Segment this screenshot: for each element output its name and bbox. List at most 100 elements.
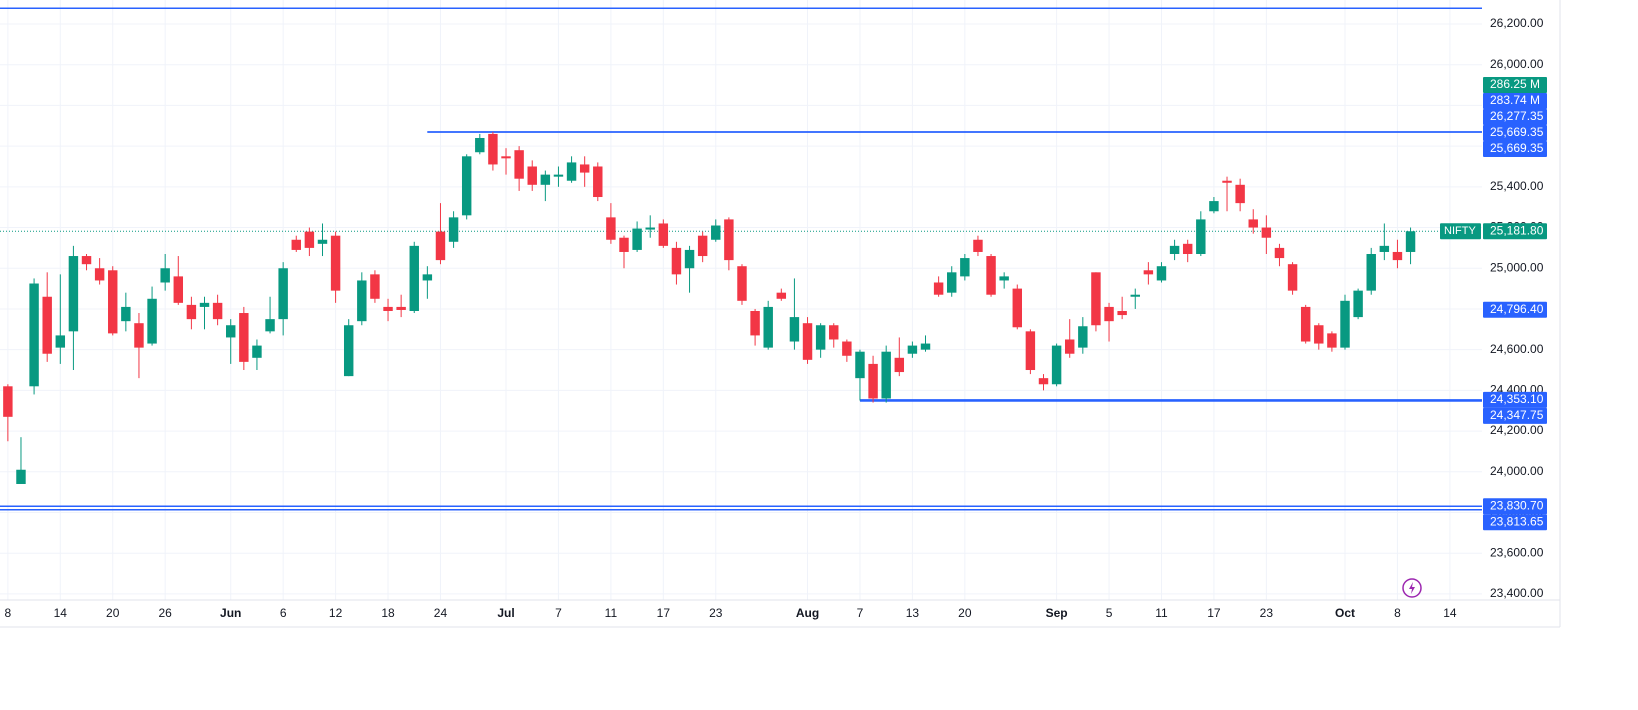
candle-body bbox=[396, 306, 406, 310]
grid bbox=[0, 0, 1482, 600]
candle-body bbox=[632, 228, 642, 250]
candle-body bbox=[81, 256, 92, 265]
lightning-icon[interactable] bbox=[1409, 582, 1415, 594]
x-tick-label: 14 bbox=[1443, 606, 1457, 620]
candle-body bbox=[357, 280, 367, 322]
x-tick-label: 7 bbox=[857, 606, 864, 620]
candle-body bbox=[763, 306, 773, 348]
level-label-bg bbox=[1483, 141, 1547, 157]
volume-badge-bg bbox=[1483, 93, 1547, 109]
candle-body bbox=[1235, 184, 1245, 204]
x-tick-label: 14 bbox=[54, 606, 68, 620]
x-tick-label: 18 bbox=[381, 606, 395, 620]
candle-body bbox=[711, 225, 721, 240]
candle-body bbox=[750, 310, 760, 336]
candle-body bbox=[1143, 270, 1154, 275]
candle-body bbox=[1091, 272, 1101, 326]
candle-body bbox=[1287, 264, 1298, 291]
candle-body bbox=[802, 323, 813, 360]
volume-badge: 283.74 M bbox=[1490, 93, 1540, 107]
candle-body bbox=[894, 357, 905, 373]
candle-body bbox=[3, 386, 13, 417]
candle-body bbox=[920, 343, 931, 350]
candle-body bbox=[579, 164, 590, 173]
candle-body bbox=[789, 317, 800, 342]
candle-body bbox=[973, 239, 983, 252]
x-tick-label: Jun bbox=[220, 606, 241, 620]
volume-badge: 286.25 M bbox=[1490, 77, 1540, 91]
candle-body bbox=[1038, 378, 1049, 385]
y-tick-label: 26,000.00 bbox=[1490, 57, 1544, 71]
candle-body bbox=[291, 239, 301, 250]
level-label-bg bbox=[1483, 391, 1547, 408]
x-tick-label: 7 bbox=[555, 606, 562, 620]
x-tick-label: 20 bbox=[958, 606, 972, 620]
candle-body bbox=[173, 276, 184, 303]
last-price-label-bg bbox=[1483, 223, 1547, 240]
candle-body bbox=[540, 174, 551, 185]
candle-body bbox=[94, 268, 105, 281]
y-tick-label: 26,200.00 bbox=[1490, 16, 1544, 30]
candle-body bbox=[1025, 331, 1036, 371]
candle-body bbox=[16, 469, 26, 484]
candle-body bbox=[409, 245, 419, 311]
candle-body bbox=[252, 345, 262, 358]
candle-body bbox=[514, 150, 524, 179]
candle-body bbox=[68, 256, 79, 332]
candle-body bbox=[645, 227, 655, 230]
candle-body bbox=[475, 137, 485, 153]
lightning-button[interactable] bbox=[1402, 578, 1422, 598]
candle-body bbox=[160, 268, 170, 283]
candle-body bbox=[1405, 231, 1416, 252]
candle-body bbox=[147, 298, 157, 344]
symbol-badge-bg bbox=[1440, 223, 1481, 240]
candle-body bbox=[1182, 243, 1193, 255]
x-tick-label: Aug bbox=[796, 606, 819, 620]
level-label-bg bbox=[1483, 125, 1547, 141]
candle-body bbox=[121, 306, 131, 322]
candle-body bbox=[304, 231, 315, 248]
candle-body bbox=[684, 249, 695, 269]
level-label: 24,347.75 bbox=[1490, 408, 1544, 422]
candle-body bbox=[1130, 294, 1140, 297]
candle-body bbox=[658, 223, 669, 246]
candle-body bbox=[29, 283, 39, 387]
candle-body bbox=[422, 274, 433, 281]
x-tick-label: 8 bbox=[5, 606, 12, 620]
level-label-bg bbox=[1483, 514, 1547, 531]
level-label: 24,353.10 bbox=[1490, 392, 1544, 406]
y-tick-label: 23,400.00 bbox=[1490, 586, 1544, 600]
candle-body bbox=[212, 302, 223, 320]
x-tick-label: 24 bbox=[434, 606, 448, 620]
candle-body bbox=[1300, 306, 1311, 342]
candle-body bbox=[435, 231, 446, 261]
x-tick-label: 6 bbox=[280, 606, 287, 620]
candle-body bbox=[42, 296, 52, 354]
y-tick-label: 24,200.00 bbox=[1490, 423, 1544, 437]
y-tick-label: 25,000.00 bbox=[1490, 260, 1544, 274]
candle-body bbox=[1353, 290, 1363, 318]
x-tick-label: 11 bbox=[1155, 606, 1168, 620]
candle-body bbox=[1248, 219, 1258, 228]
x-tick-label: 23 bbox=[709, 606, 723, 620]
candle-body bbox=[1274, 247, 1285, 259]
y-tick-label: 23,600.00 bbox=[1490, 545, 1544, 559]
candle-body bbox=[186, 304, 197, 320]
candle-body bbox=[907, 345, 918, 354]
candle-body bbox=[697, 235, 708, 257]
x-tick-label: 17 bbox=[1207, 606, 1221, 620]
candle-body bbox=[1340, 300, 1350, 348]
candle-body bbox=[1327, 333, 1337, 348]
candle-body bbox=[1366, 254, 1376, 291]
candle-body bbox=[265, 319, 275, 332]
candle-body bbox=[1222, 180, 1232, 183]
level-label: 23,813.65 bbox=[1490, 514, 1544, 528]
candle-body bbox=[527, 166, 537, 185]
candle-body bbox=[108, 270, 118, 334]
lightning-circle[interactable] bbox=[1402, 578, 1422, 598]
level-label-bg bbox=[1483, 498, 1547, 515]
x-tick-label: Oct bbox=[1335, 606, 1355, 620]
x-tick-label: 26 bbox=[158, 606, 172, 620]
